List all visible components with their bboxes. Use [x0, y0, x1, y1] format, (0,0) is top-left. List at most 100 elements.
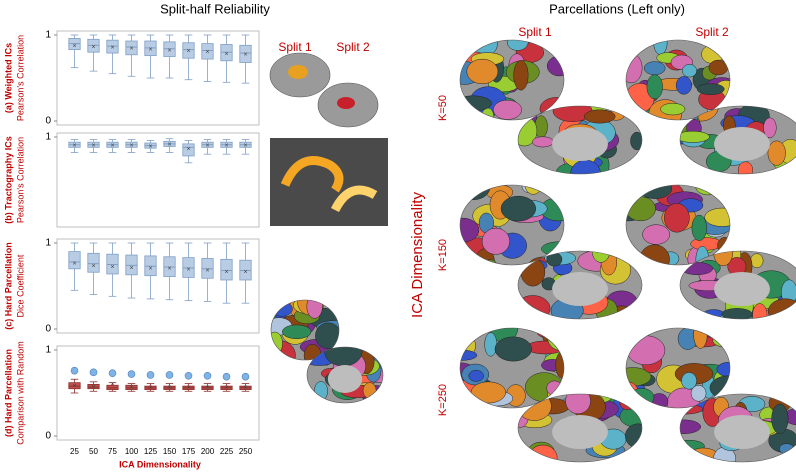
parcel [282, 324, 312, 339]
mean-marker: × [205, 142, 209, 149]
plot-frame [56, 345, 260, 441]
marker [108, 369, 117, 378]
y-label-bold: (d) Hard Parcellation [3, 349, 13, 437]
parcel [315, 322, 339, 349]
parcel [528, 444, 558, 462]
marker [70, 366, 79, 375]
medial-wall [552, 415, 608, 449]
y-label-bold: (a) Weighted ICs [3, 43, 13, 113]
row-label: K=250 [437, 384, 449, 416]
mean-marker: × [186, 146, 190, 153]
brain-outline [517, 250, 643, 320]
parcel [513, 60, 529, 91]
parcel [468, 369, 484, 382]
marker [222, 372, 231, 381]
parcel [717, 237, 730, 254]
parcel [752, 303, 768, 319]
brain-outline [459, 39, 565, 121]
activation [288, 65, 308, 79]
parcel [716, 362, 730, 377]
x-tick-label: 225 [220, 447, 234, 456]
parcel [664, 203, 690, 233]
parcel [630, 131, 642, 151]
medial-wall [714, 415, 770, 449]
marker [146, 371, 155, 379]
box [239, 44, 252, 63]
split-label: Split 2 [695, 25, 729, 39]
y-label: Pearson's Correlation [15, 137, 25, 223]
brain-outline [269, 52, 331, 98]
right-title: Parcellations (Left only) [549, 1, 685, 16]
brain-outline [517, 105, 643, 175]
brain [626, 40, 730, 120]
mean-marker: × [129, 265, 133, 272]
box [182, 143, 195, 157]
marker [127, 370, 136, 378]
mean-marker: × [243, 52, 247, 59]
medial-wall [552, 272, 608, 306]
box [87, 252, 100, 273]
medial-wall [714, 272, 770, 306]
mean-marker: × [205, 385, 209, 392]
parcel [681, 64, 697, 78]
brain-outline [459, 184, 565, 266]
x-tick-label: 150 [163, 447, 177, 456]
parcel [704, 207, 730, 227]
box [220, 258, 233, 281]
brain-outline [679, 250, 796, 320]
mean-marker: × [129, 385, 133, 392]
parcel [767, 140, 786, 166]
mean-marker: × [243, 142, 247, 149]
mean-marker: × [243, 269, 247, 276]
box [182, 42, 195, 59]
mean-marker: × [167, 266, 171, 273]
mean-marker: × [91, 384, 95, 391]
parcel [771, 403, 789, 434]
brain-outline [679, 105, 796, 175]
x-tick-label: 125 [144, 447, 158, 456]
parcel [484, 332, 498, 357]
mean-marker: × [110, 142, 114, 149]
parcel [494, 336, 532, 362]
mean-marker: × [148, 385, 152, 392]
mean-marker: × [72, 142, 76, 149]
parcel [484, 259, 498, 265]
parcel [629, 312, 642, 319]
parcel [546, 252, 563, 267]
brain-outline [270, 299, 340, 361]
mean-marker: × [186, 48, 190, 55]
marker [89, 368, 98, 377]
mean-marker: × [110, 381, 114, 388]
split-label: Split 2 [336, 40, 370, 54]
plot-frame [56, 30, 260, 126]
row-axis-label: ICA Dimensionality [409, 192, 426, 318]
y-tick-label: 1 [45, 238, 51, 249]
parcel [546, 55, 564, 77]
parcel [525, 185, 542, 195]
brain-outline [625, 39, 731, 121]
parcel [696, 83, 725, 95]
mean-marker: × [167, 385, 171, 392]
parcel [518, 295, 551, 319]
parcel [750, 253, 764, 269]
parcel [500, 195, 536, 222]
parcel [481, 107, 495, 120]
parcel [712, 333, 730, 348]
parcel [548, 185, 564, 194]
parcel [693, 328, 708, 349]
parcel [642, 224, 671, 245]
parcel [271, 301, 293, 317]
y-label: Comparison with Random [15, 341, 25, 445]
parcel [721, 308, 753, 319]
box [125, 40, 138, 56]
split-label: Split 1 [518, 25, 552, 39]
brain-outline [459, 327, 565, 409]
parcel [625, 423, 642, 449]
parcel [691, 214, 707, 241]
parcel [565, 394, 591, 415]
parcel [306, 300, 323, 319]
tract [330, 185, 378, 213]
y-label: Dice Coefficient [15, 254, 25, 317]
marker [203, 371, 212, 380]
